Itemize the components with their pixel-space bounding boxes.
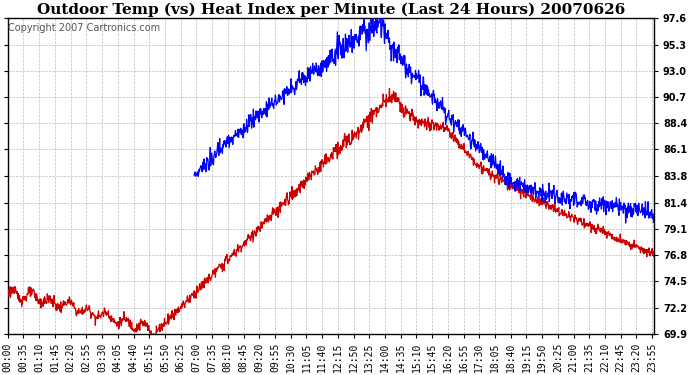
Title: Outdoor Temp (vs) Heat Index per Minute (Last 24 Hours) 20070626: Outdoor Temp (vs) Heat Index per Minute … <box>37 3 625 17</box>
Text: Copyright 2007 Cartronics.com: Copyright 2007 Cartronics.com <box>8 23 161 33</box>
